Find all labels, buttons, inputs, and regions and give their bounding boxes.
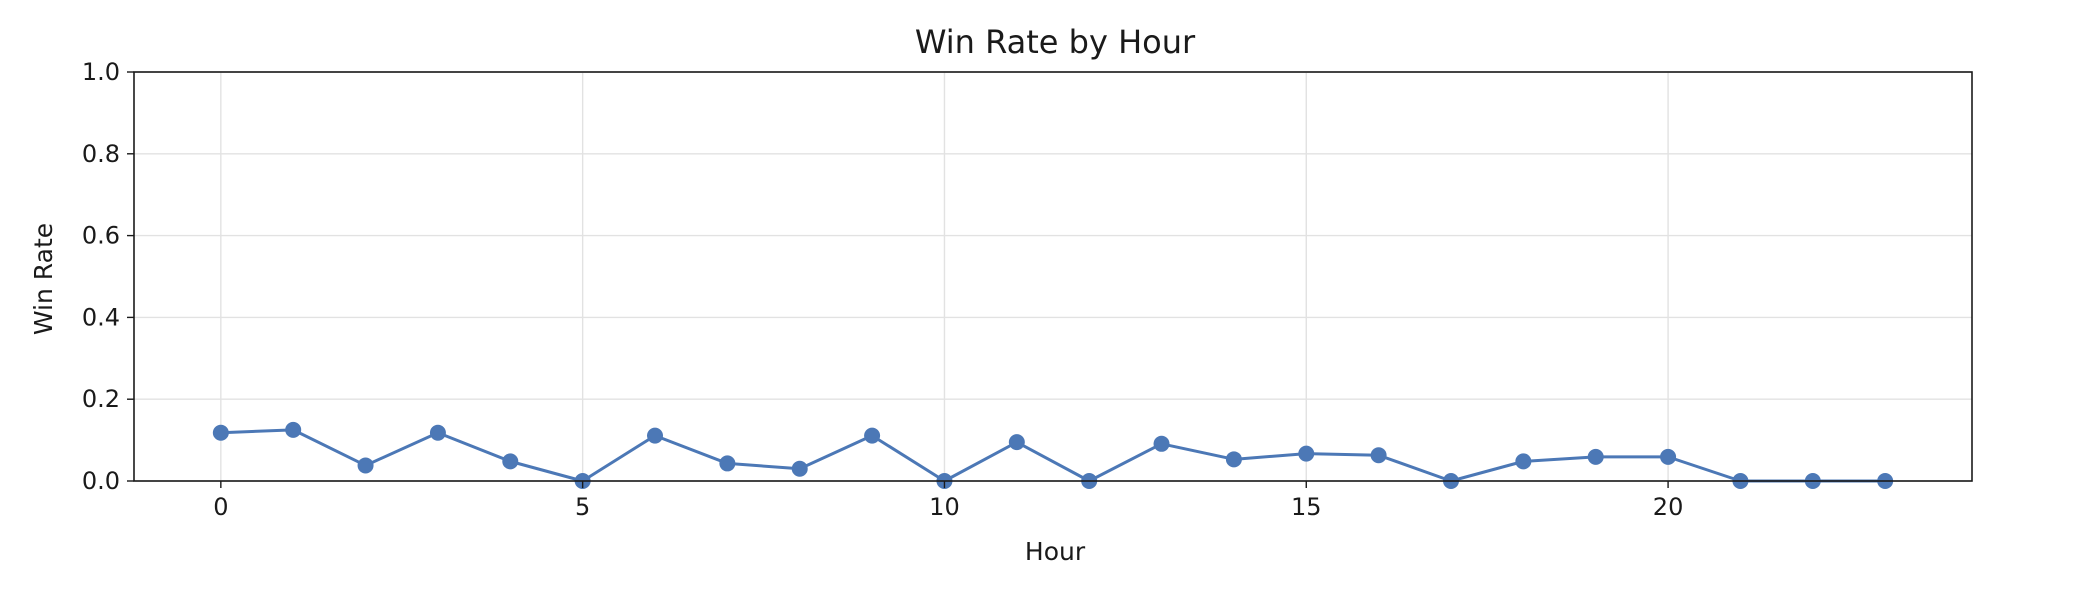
chart-title: Win Rate by Hour xyxy=(915,23,1196,61)
data-point xyxy=(429,424,446,441)
data-point xyxy=(285,421,302,438)
y-tick-label: 0.6 xyxy=(82,222,120,250)
data-point xyxy=(357,457,374,474)
data-point xyxy=(1153,435,1170,452)
x-tick-label: 0 xyxy=(213,493,228,521)
plot-frame xyxy=(133,71,1973,482)
data-point xyxy=(1515,453,1532,470)
axis-ticks: 0 5 10 15 20 0.0 0.2 0.4 0.6 0.8 1.0 xyxy=(82,58,1684,521)
y-tick-label: 0.4 xyxy=(82,303,120,331)
x-tick-label: 10 xyxy=(929,493,960,521)
data-point xyxy=(1660,448,1677,465)
data-point xyxy=(1370,447,1387,464)
data-point xyxy=(719,455,736,472)
data-point xyxy=(647,427,664,444)
x-tick-label: 15 xyxy=(1291,493,1322,521)
x-axis-label: Hour xyxy=(1025,537,1086,566)
data-point xyxy=(1008,434,1025,451)
series-line xyxy=(220,428,1886,483)
x-tick-label: 20 xyxy=(1653,493,1684,521)
y-tick-label: 0.2 xyxy=(82,385,120,413)
y-tick-label: 0.8 xyxy=(82,140,120,168)
series-layer xyxy=(212,421,1894,489)
data-point xyxy=(864,427,881,444)
data-point xyxy=(1587,448,1604,465)
data-point xyxy=(212,424,229,441)
data-point xyxy=(1225,451,1242,468)
data-point xyxy=(1298,445,1315,462)
data-point xyxy=(502,453,519,470)
y-axis-label: Win Rate xyxy=(29,223,58,335)
y-tick-label: 1.0 xyxy=(82,58,120,86)
x-tick-label: 5 xyxy=(575,493,590,521)
y-tick-label: 0.0 xyxy=(82,467,120,495)
data-point xyxy=(791,460,808,477)
